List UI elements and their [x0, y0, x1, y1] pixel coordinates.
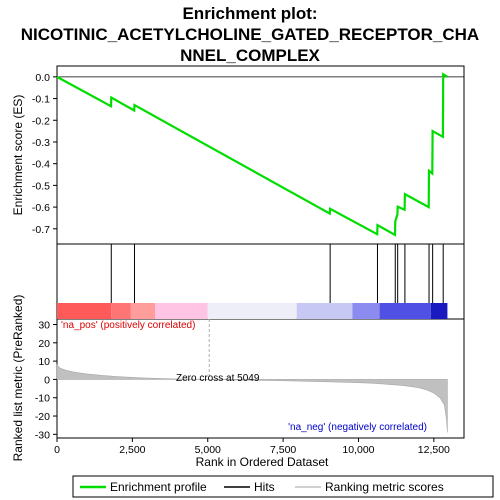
- color-bar-segment: [57, 303, 112, 319]
- zero-cross-label: Zero cross at 5049: [176, 373, 260, 384]
- metric-y-tick-label: -30: [35, 429, 50, 441]
- color-bar-segment: [130, 303, 155, 319]
- es-y-tick-label: -0.3: [32, 137, 50, 149]
- es-y-tick-label: -0.1: [32, 94, 50, 106]
- color-bar-segment: [207, 303, 297, 319]
- legend-box: [72, 475, 494, 498]
- x-tick-label: 10,000: [342, 444, 374, 456]
- color-bar-segment: [296, 303, 353, 319]
- color-bar-segment: [352, 303, 380, 319]
- es-y-axis-label: Enrichment score (ES): [11, 95, 25, 216]
- enrichment-profile-line: [56, 72, 448, 237]
- color-bar: [57, 303, 448, 319]
- color-bar-segment: [154, 303, 208, 319]
- metric-y-tick-label: 30: [38, 319, 50, 331]
- color-bar-segment: [111, 303, 131, 319]
- es-y-tick-label: 0.0: [35, 72, 50, 84]
- metric-y-tick-label: 10: [38, 356, 50, 368]
- chart-title-line-2: NICOTINIC_ACETYLCHOLINE_GATED_RECEPTOR_C…: [21, 25, 479, 44]
- legend-label-hits: Hits: [254, 480, 275, 494]
- legend-label-enrichment: Enrichment profile: [110, 480, 207, 494]
- positive-correlation-label: 'na_pos' (positively correlated): [61, 320, 195, 331]
- metric-y-tick-label: 0: [44, 374, 50, 386]
- color-bar-segment: [430, 303, 448, 319]
- x-tick-label: 7,500: [270, 444, 296, 456]
- es-y-tick-label: -0.4: [32, 159, 50, 171]
- color-bar-segment: [379, 303, 431, 319]
- x-tick-label: 0: [54, 444, 60, 456]
- metric-layer: 30 20 10 0 -10 -20 -30: [35, 319, 448, 441]
- es-y-tick-label: -0.5: [32, 180, 50, 192]
- hits-layer: [110, 244, 444, 303]
- legend-label-metric: Ranking metric scores: [325, 480, 444, 494]
- metric-y-tick-label: -20: [35, 411, 50, 423]
- metric-y-axis-label: Ranked list metric (PreRanked): [11, 295, 25, 462]
- x-axis: 0 2,500 5,000 7,500 10,000 12,500: [54, 438, 450, 456]
- metric-y-tick-label: 20: [38, 338, 50, 350]
- x-axis-label: Rank in Ordered Dataset: [196, 455, 329, 469]
- negative-correlation-label: 'na_neg' (negatively correlated): [288, 422, 427, 433]
- metric-y-tick-label: -10: [35, 393, 50, 405]
- es-y-tick-label: -0.2: [32, 115, 50, 127]
- ranking-metric-area: [56, 364, 448, 433]
- legend: Enrichment profile Hits Ranking metric s…: [72, 475, 494, 498]
- x-tick-label: 12,500: [418, 444, 450, 456]
- chart-title-line-1: Enrichment plot:: [182, 4, 317, 23]
- es-y-tick-label: -0.6: [32, 202, 50, 214]
- x-tick-label: 2,500: [119, 444, 145, 456]
- chart-title-line-3: NNEL_COMPLEX: [180, 46, 320, 65]
- x-tick-label: 5,000: [195, 444, 221, 456]
- es-layer: 0.0 -0.1 -0.2 -0.3 -0.4 -0.5 -0.6 -0.7: [32, 72, 464, 237]
- es-y-tick-label: -0.7: [32, 224, 50, 236]
